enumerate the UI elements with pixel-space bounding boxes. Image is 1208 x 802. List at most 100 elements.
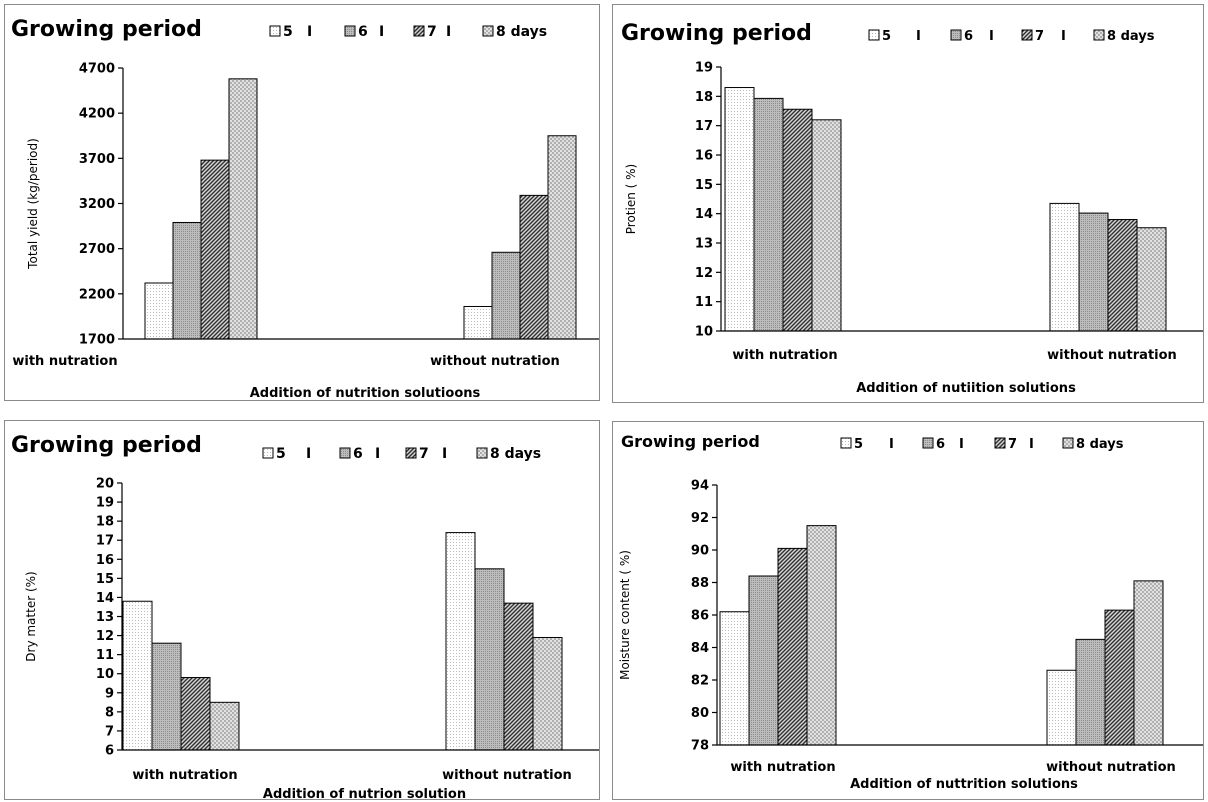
legend-swatch: [868, 29, 880, 41]
x-category-label: without nutration: [430, 354, 560, 369]
category-labels: with nutration without nutration: [730, 760, 1175, 775]
bars: [719, 525, 1164, 746]
y-axis-label: Total yield (kg/period): [26, 138, 40, 270]
chart-panel-protein: Growing period 5 I 6 I 7 I 8 days 10 11 12 13 14 15…: [612, 4, 1204, 403]
bar-7-with: [777, 547, 808, 746]
x-category-label: with nutration: [12, 354, 117, 369]
bar-5-without: [1046, 669, 1077, 746]
y-ticks: 78 80 82 84 86 88 90 92 94: [691, 479, 717, 754]
bar-7-without: [1104, 609, 1135, 746]
y-tick-label: 86: [691, 609, 709, 624]
y-tick-label: 19: [96, 496, 114, 511]
x-category-label: without nutration: [1046, 760, 1176, 775]
bar-8-days-with: [806, 525, 837, 746]
y-tick-label: 13: [695, 237, 713, 252]
legend-label: 5: [854, 437, 863, 452]
legend-separator: I: [989, 29, 994, 44]
bar-7-with: [200, 159, 230, 340]
legend-label: 8 days: [490, 446, 541, 462]
y-tick-label: 1700: [79, 333, 115, 348]
y-tick-label: 84: [691, 641, 709, 656]
y-tick-label: 8: [105, 705, 114, 720]
x-category-label: with nutration: [730, 760, 835, 775]
y-tick-label: 90: [691, 544, 709, 559]
y-tick-label: 7: [105, 724, 114, 739]
y-tick-label: 14: [96, 591, 114, 606]
y-ticks: 10 11 12 13 14 15 16 17 18 19: [695, 61, 721, 340]
y-tick-label: 11: [695, 295, 713, 310]
legend-separator: I: [916, 29, 921, 44]
bar-8-days-with: [209, 701, 240, 751]
bars: [122, 532, 563, 751]
legend-label: 6: [353, 446, 363, 462]
legend-label: 5: [276, 446, 286, 462]
legend-swatch: [1093, 29, 1105, 41]
legend-swatch: [413, 25, 425, 37]
y-ticks: 1700 2200 2700 3200 3700 4200 4700: [79, 62, 123, 348]
x-category-label: without nutration: [442, 768, 572, 783]
bar-6-with: [753, 97, 784, 332]
y-tick-label: 92: [691, 511, 709, 526]
legend-separator: I: [1061, 29, 1066, 44]
y-tick-label: 11: [96, 648, 114, 663]
bar-8-days-without: [1133, 580, 1164, 746]
bar-5-with: [144, 282, 174, 340]
legend-swatch: [262, 447, 274, 459]
bar-6-without: [491, 251, 521, 340]
bar-7-with: [180, 677, 211, 751]
chart-title: Growing period: [621, 432, 760, 451]
bar-5-without: [463, 305, 493, 340]
y-axis-label: Moisture content ( %): [618, 550, 632, 680]
category-labels: with nutration without nutration: [732, 348, 1176, 363]
y-tick-label: 94: [691, 479, 709, 494]
bar-5-with: [724, 87, 755, 332]
legend-label: 7: [1035, 29, 1044, 44]
y-tick-label: 6: [105, 744, 114, 759]
legend-separator: I: [446, 24, 451, 40]
y-tick-label: 10: [695, 325, 713, 340]
category-labels: with nutration without nutration: [12, 354, 559, 369]
y-axis-label: Dry matter (%): [24, 571, 38, 661]
bar-7-without: [503, 602, 534, 751]
legend-separator: I: [889, 437, 894, 452]
y-tick-label: 3200: [79, 197, 115, 212]
y-tick-label: 78: [691, 739, 709, 754]
x-axis-label: Addition of nutiition solutions: [856, 381, 1076, 396]
y-tick-label: 19: [695, 61, 713, 76]
legend-swatch: [950, 29, 962, 41]
y-tick-label: 3700: [79, 152, 115, 167]
bar-5-without: [1049, 202, 1080, 332]
legend-label: 7: [1008, 437, 1017, 452]
y-tick-label: 10: [96, 667, 114, 682]
legend-separator: I: [375, 446, 380, 462]
chart-title: Growing period: [11, 17, 202, 42]
chart-title: Growing period: [11, 433, 202, 458]
y-tick-label: 17: [96, 534, 114, 549]
y-tick-label: 18: [96, 515, 114, 530]
legend-separator: I: [1029, 437, 1034, 452]
y-tick-label: 16: [96, 553, 114, 568]
y-tick-label: 20: [96, 477, 114, 492]
x-category-label: without nutration: [1047, 348, 1177, 363]
bar-7-without: [1107, 219, 1138, 332]
legend-swatch: [922, 437, 934, 449]
x-axis-label: Addition of nuttrition solutions: [850, 777, 1078, 792]
y-tick-label: 2700: [79, 242, 115, 257]
legend-swatch: [339, 447, 351, 459]
legend-label: 6: [358, 24, 368, 40]
legend-separator: I: [379, 24, 384, 40]
legend-label: 8 days: [1107, 29, 1155, 44]
legend-label: 5: [283, 24, 293, 40]
y-tick-label: 15: [695, 178, 713, 193]
y-tick-label: 4200: [79, 107, 115, 122]
legend-label: 6: [936, 437, 945, 452]
y-tick-label: 12: [96, 629, 114, 644]
y-tick-label: 2200: [79, 287, 115, 302]
legend-separator: I: [306, 446, 311, 462]
y-tick-label: 88: [691, 576, 709, 591]
y-tick-label: 16: [695, 149, 713, 164]
legend-swatch: [344, 25, 356, 37]
